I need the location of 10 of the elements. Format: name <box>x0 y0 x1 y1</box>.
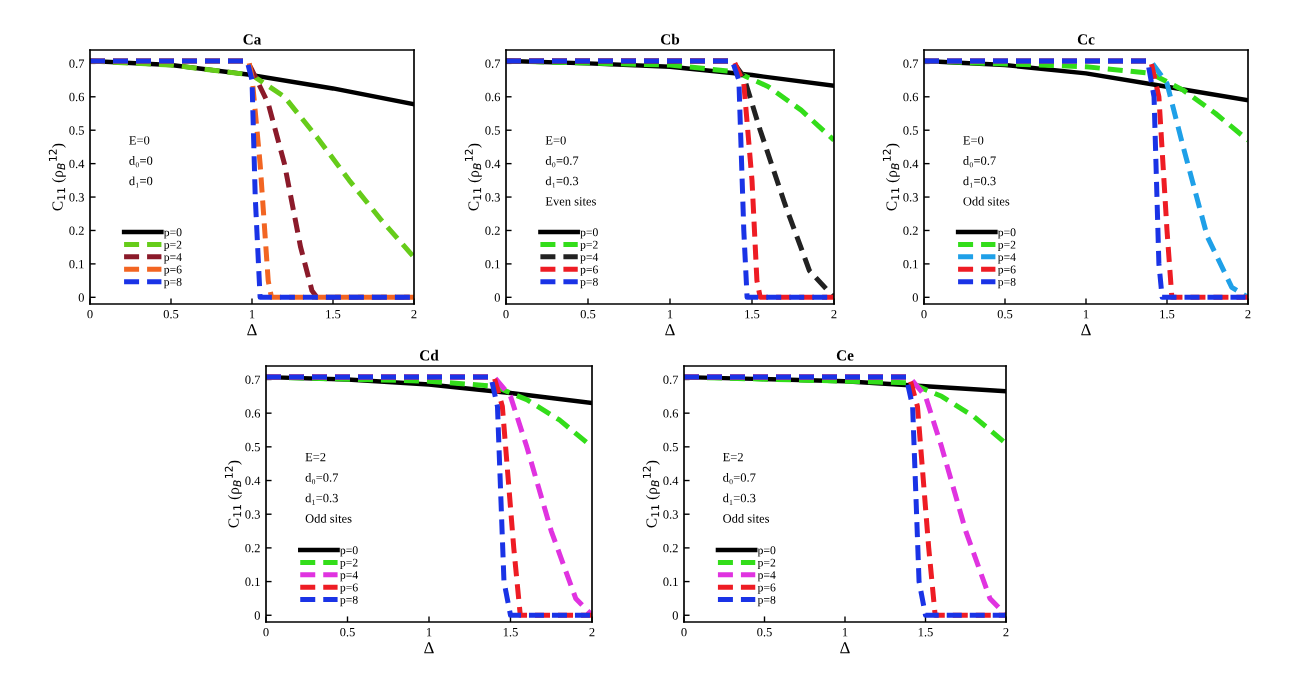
x-axis-title: Δ <box>665 324 675 336</box>
x-axis-title: Δ <box>840 642 850 654</box>
line-series <box>924 58 1248 300</box>
line-series <box>90 58 414 300</box>
x-axis-title: Δ <box>247 324 257 336</box>
line-series <box>266 374 592 618</box>
x-axis-title: Δ <box>1081 324 1091 336</box>
x-axis-title: Δ <box>424 642 434 654</box>
line-series <box>506 58 834 300</box>
line-series <box>684 374 1006 618</box>
